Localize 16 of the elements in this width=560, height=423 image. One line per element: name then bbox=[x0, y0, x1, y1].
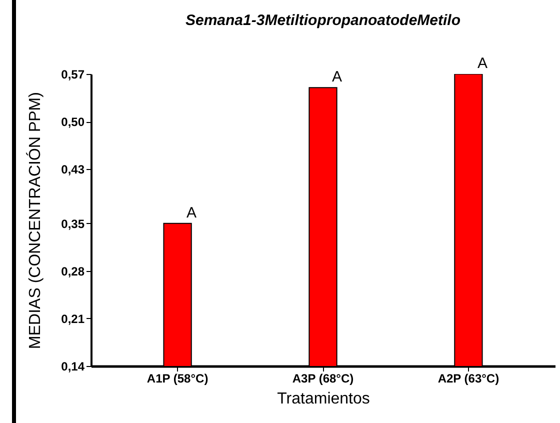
y-tick-label: 0,14 bbox=[61, 360, 85, 374]
x-tick-label: A2P (63°C) bbox=[438, 372, 500, 386]
x-tick-label: A1P (58°C) bbox=[146, 372, 208, 386]
x-axis-title: Tratamientos bbox=[277, 390, 370, 408]
annotation: A bbox=[477, 55, 488, 72]
annotation: A bbox=[186, 204, 197, 222]
annotation: A bbox=[332, 68, 342, 86]
y-tick-label: 0,21 bbox=[61, 312, 85, 326]
y-tick-label: 0,50 bbox=[61, 115, 85, 130]
y-axis-title: MEDIAS (CONCENTRACIÓN PPM) bbox=[26, 92, 44, 349]
chart-title: Semana1-3MetiltiopropanoatodeMetilo bbox=[185, 12, 461, 29]
y-tick-label: 0,57 bbox=[61, 68, 85, 82]
y-tick-label: 0,28 bbox=[61, 264, 85, 278]
y-tick-label: 0,43 bbox=[61, 162, 85, 177]
y-tick-label: 0,35 bbox=[61, 216, 85, 231]
x-tick-label: A3P (68°C) bbox=[292, 372, 354, 386]
